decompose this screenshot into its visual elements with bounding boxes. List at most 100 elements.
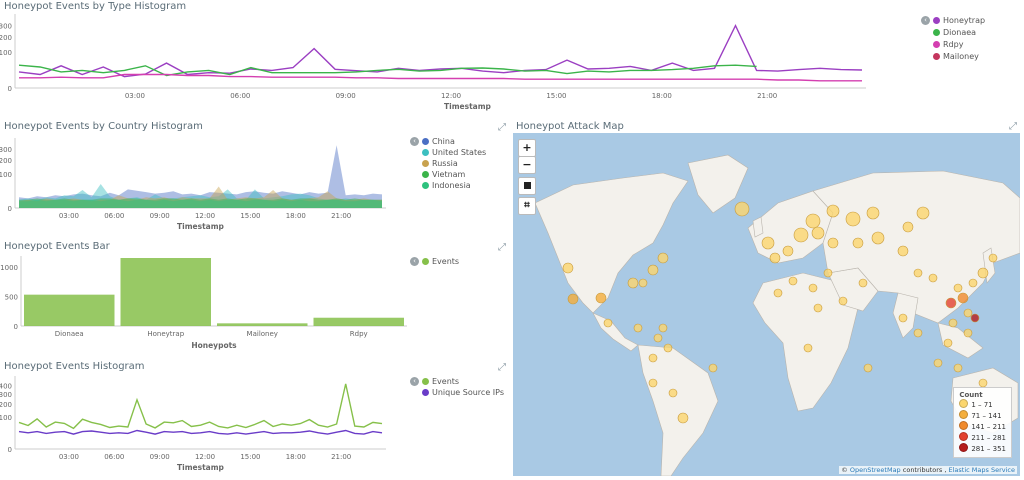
series-line-dionaea xyxy=(18,64,757,77)
attack-location-marker xyxy=(968,278,978,288)
attack-location-marker xyxy=(957,292,969,304)
series-line-unique-source-ips xyxy=(18,429,383,435)
x-tick-label: 15:00 xyxy=(546,92,566,100)
legend-dot-icon xyxy=(933,53,940,60)
attack-map[interactable]: + − ⌗ Count 1 – 71 71 – 141 141 – 211 21… xyxy=(513,133,1020,476)
y-tick-label: 0 xyxy=(8,205,12,213)
legend-item-mailoney[interactable]: Mailoney xyxy=(933,52,979,61)
legend-dot-icon xyxy=(959,399,969,408)
legend-toggle-icon[interactable]: ‹ xyxy=(921,16,930,25)
legend-item-honeytrap[interactable]: Honeytrap xyxy=(933,16,985,25)
land-asia xyxy=(812,170,1020,324)
expand-panel-icon[interactable]: ⤢ xyxy=(498,122,506,133)
legend-item-unique-source-ips[interactable]: Unique Source IPs xyxy=(422,388,504,397)
legend-dot-icon xyxy=(422,138,429,145)
y-tick-label: 1000 xyxy=(0,264,18,272)
legend-item-rdpy[interactable]: Rdpy xyxy=(933,40,963,49)
attack-location-marker xyxy=(658,323,668,333)
legend-dot-icon xyxy=(422,160,429,167)
x-tick-label: 15:00 xyxy=(240,212,260,220)
attack-location-marker xyxy=(567,293,579,305)
legend-dot-icon xyxy=(959,443,969,452)
attack-location-marker xyxy=(913,328,923,338)
series-area-russia xyxy=(19,186,382,208)
legend-dot-icon xyxy=(933,41,940,48)
attack-location-marker xyxy=(633,323,643,333)
events-bar-panel: Honeypot Events Bar 0 500 1000 Dionaea Honey… xyxy=(0,240,510,356)
attack-location-marker xyxy=(826,204,840,218)
attack-location-marker xyxy=(827,237,839,249)
legend-toggle-icon[interactable]: ‹ xyxy=(410,377,419,386)
legend-label: Mailoney xyxy=(943,52,979,61)
legend-item-events[interactable]: Events xyxy=(422,257,459,266)
legend-label: Events xyxy=(432,257,460,266)
attack-location-marker xyxy=(852,237,864,249)
legend-label: Indonesia xyxy=(432,181,471,190)
y-tick-label: 100 xyxy=(0,49,12,57)
legend-item-russia[interactable]: Russia xyxy=(422,159,458,168)
attack-location-marker xyxy=(902,221,914,233)
world-map[interactable] xyxy=(513,133,1020,476)
legend-item-dionaea[interactable]: Dionaea xyxy=(933,28,976,37)
zoom-out-button[interactable]: − xyxy=(518,156,536,174)
legend-toggle-icon[interactable]: ‹ xyxy=(410,257,419,266)
legend-item-united-states[interactable]: United States xyxy=(422,148,486,157)
legend-dot-icon xyxy=(422,258,429,265)
x-tick-label: Honeytrap xyxy=(147,330,184,338)
legend-label: China xyxy=(432,137,455,146)
y-tick-label: 100 xyxy=(0,171,12,179)
country-histogram-chart: 0 100 200 300 03:00 06:00 09:00 12:00 15:00 18:00… xyxy=(0,138,386,231)
expand-panel-icon[interactable]: ⤢ xyxy=(498,242,506,253)
expand-panel-icon[interactable]: ⤢ xyxy=(1009,121,1017,132)
square-icon xyxy=(523,182,531,189)
series-area-china xyxy=(19,145,382,208)
legend-item-vietnam[interactable]: Vietnam xyxy=(422,170,465,179)
x-tick-label: 21:00 xyxy=(757,92,777,100)
y-tick-label: 0 xyxy=(8,446,12,454)
legend-item-indonesia[interactable]: Indonesia xyxy=(422,181,471,190)
map-legend-row: 1 – 71 xyxy=(959,399,1006,410)
openstreetmap-link[interactable]: OpenStreetMap xyxy=(849,466,901,474)
attack-location-marker xyxy=(808,283,818,293)
legend-dot-icon xyxy=(422,378,429,385)
attack-location-marker xyxy=(916,206,930,220)
attack-location-marker xyxy=(788,276,798,286)
type-histogram-panel: Honeypot Events by Type Histogram 0 100 20… xyxy=(0,0,1024,118)
series-line-rdpy xyxy=(19,73,862,82)
land-central-america xyxy=(592,312,639,352)
legend-item-events[interactable]: Events xyxy=(422,377,459,386)
expand-panel-icon[interactable]: ⤢ xyxy=(498,362,506,373)
legend-label: United States xyxy=(432,148,487,157)
attack-location-marker xyxy=(782,245,794,257)
attack-location-marker xyxy=(773,288,783,298)
draw-rectangle-button[interactable] xyxy=(518,177,536,195)
attack-location-marker xyxy=(653,333,663,343)
fit-bounds-button[interactable]: ⌗ xyxy=(518,197,536,215)
y-tick-label: 500 xyxy=(5,293,18,301)
y-tick-label: 100 xyxy=(0,414,12,422)
attack-location-marker xyxy=(663,343,673,353)
legend-label: Dionaea xyxy=(943,28,977,37)
x-tick-label: 06:00 xyxy=(104,212,124,220)
map-legend-row: 211 – 281 xyxy=(959,432,1006,443)
legend-label: Vietnam xyxy=(432,170,466,179)
panel-title: Honeypot Events by Country Histogram xyxy=(4,121,203,132)
legend-label: 1 – 71 xyxy=(971,401,993,409)
land-uk xyxy=(752,216,764,238)
map-legend-row: 71 – 141 xyxy=(959,410,1006,421)
attack-location-marker xyxy=(970,313,980,323)
attack-location-marker xyxy=(953,283,963,293)
elastic-maps-link[interactable]: Elastic Maps Service xyxy=(948,466,1015,474)
series-area-indonesia xyxy=(19,199,382,208)
attack-location-marker xyxy=(657,252,669,264)
legend-label: Rdpy xyxy=(943,40,964,49)
x-tick-label: 18:00 xyxy=(286,453,306,461)
y-tick-label: 300 xyxy=(0,391,12,399)
zoom-in-button[interactable]: + xyxy=(518,139,536,157)
x-tick-label: 15:00 xyxy=(240,453,260,461)
attack-location-marker xyxy=(647,264,659,276)
x-tick-label: 21:00 xyxy=(331,212,351,220)
legend-item-china[interactable]: China xyxy=(422,137,455,146)
legend-toggle-icon[interactable]: ‹ xyxy=(410,137,419,146)
attack-location-marker xyxy=(863,363,873,373)
